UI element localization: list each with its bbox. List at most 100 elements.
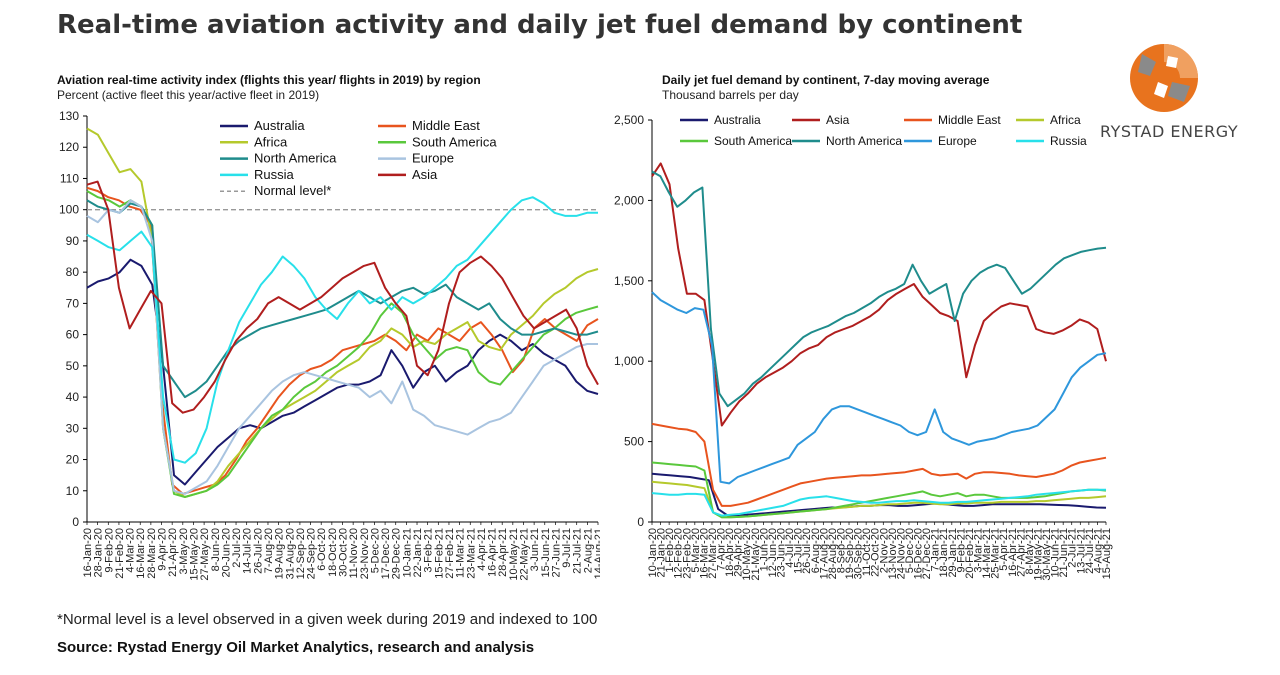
x-tick-label: 27-Apr-21 [1015, 528, 1027, 577]
x-tick-label: 28-Aug-20 [827, 528, 839, 579]
x-tick-label: 21-Jan-20 [656, 528, 668, 578]
x-tick-label: 14-Mar-21 [981, 528, 993, 579]
legend-label-middle-east: Middle East [938, 113, 1001, 127]
logo-text: RYSTAD ENERGY [1100, 122, 1239, 141]
x-tick-label: 15-Aug-21 [1101, 528, 1113, 579]
x-tick-label: 28-Mar-20 [146, 528, 158, 579]
x-tick-label: 12-Jun-20 [767, 528, 779, 578]
x-tick-label: 21-Feb-20 [114, 528, 126, 579]
series-line-middle-east [651, 422, 1107, 507]
x-tick-label: 7-Apr-20 [716, 528, 728, 571]
x-tick-label: 3-Feb-21 [423, 528, 435, 573]
series-line-north-america [86, 199, 599, 399]
x-tick-label: 27-Mar-20 [707, 528, 719, 579]
y-tick-label: 0 [72, 515, 79, 529]
x-tick-label: 23-Mar-21 [465, 528, 477, 579]
left-chart-title: Aviation real-time activity index (fligh… [57, 73, 481, 87]
x-tick-label: 12-Sep-20 [295, 528, 307, 579]
x-tick-label: 22-Jan-21 [412, 528, 424, 578]
x-tick-label: 12-Feb-20 [673, 528, 685, 579]
x-tick-label: 23-Nov-20 [359, 528, 371, 579]
x-tick-label: 15-Jun-21 [540, 528, 552, 578]
legend-label-australia: Australia [254, 118, 305, 133]
y-tick-label: 2,500 [614, 113, 644, 127]
x-tick-label: 27-Jun-21 [550, 528, 562, 578]
x-tick-label: 8-Jun-20 [210, 528, 222, 571]
x-tick-label: 21-Jul-21 [572, 528, 584, 574]
y-tick-label: 70 [66, 296, 80, 310]
series-line-asia [86, 180, 599, 414]
series-line-europe [86, 199, 598, 495]
x-tick-label: 10-May-20 [741, 528, 753, 581]
x-tick-label: 11-Nov-20 [348, 528, 360, 579]
x-tick-label: 27-Dec-20 [921, 528, 933, 579]
legend-label-russia: Russia [1050, 134, 1087, 148]
x-tick-label: 5-Dec-20 [369, 528, 381, 573]
y-tick-label: 80 [66, 265, 80, 279]
series-line-australia [86, 258, 599, 486]
x-tick-label: 28-Apr-21 [497, 528, 509, 577]
x-tick-label: 16-Apr-21 [487, 528, 499, 577]
x-tick-label: 29-Apr-20 [733, 528, 745, 577]
legend-label-africa: Africa [254, 134, 288, 149]
x-tick-label: 5-Apr-21 [998, 528, 1010, 571]
x-tick-label: 9-Apr-20 [157, 528, 169, 571]
x-tick-label: 21-Apr-20 [167, 528, 179, 577]
x-tick-label: 11-Mar-21 [455, 528, 467, 578]
x-tick-label: 19-May-21 [1032, 528, 1044, 581]
x-tick-label: 27-May-20 [199, 528, 211, 581]
series-line-russia [651, 488, 1106, 517]
x-tick-label: 14-Aug-21 [593, 528, 600, 579]
x-tick-label: 3-May-20 [178, 528, 190, 574]
x-tick-label: 10-Jan-20 [647, 528, 659, 578]
x-tick-label: 4-Mar-20 [125, 528, 137, 573]
x-tick-label: 16-Mar-20 [698, 528, 710, 579]
x-tick-label: 7-Jan-21 [930, 528, 942, 571]
series-line-middle-east [86, 186, 599, 495]
left-chart-subtitle: Percent (active fleet this year/active f… [57, 88, 320, 102]
x-tick-label: 27-Feb-21 [444, 528, 456, 579]
y-tick-label: 0 [637, 515, 644, 529]
x-tick-label: 2-Aug-21 [582, 528, 594, 573]
x-tick-label: 30-May-21 [1041, 528, 1053, 581]
x-tick-label: 19-Sep-20 [844, 528, 856, 579]
x-tick-label: 3-Mar-21 [973, 528, 985, 573]
x-tick-label: 24-Jul-21 [1084, 528, 1096, 574]
series-line-north-america [651, 170, 1107, 408]
x-tick-label: 20-Feb-21 [964, 528, 976, 579]
x-tick-label: 5-Mar-20 [690, 528, 702, 573]
x-tick-label: 29-Jan-21 [947, 528, 959, 578]
y-tick-label: 100 [59, 203, 79, 217]
y-tick-label: 60 [66, 328, 80, 342]
legend-label-middle-east: Middle East [412, 118, 480, 133]
x-tick-label: 22-Oct-20 [870, 528, 882, 577]
x-tick-label: 22-May-21 [518, 528, 530, 581]
x-tick-label: 1-Jun-20 [758, 528, 770, 571]
x-tick-label: 6-Aug-20 [810, 528, 822, 573]
x-tick-label: 9-Jul-21 [561, 528, 573, 568]
legend-label-south-america: South America [714, 134, 792, 148]
x-tick-label: 10-Jan-21 [401, 528, 413, 578]
x-tick-label: 29-Dec-20 [391, 528, 403, 579]
x-tick-label: 5-Dec-20 [904, 528, 916, 573]
x-tick-label: 19-Aug-20 [274, 528, 286, 579]
x-tick-label: 23-Feb-20 [681, 528, 693, 579]
y-tick-label: 120 [59, 140, 79, 154]
x-tick-label: 18-Jan-21 [938, 528, 950, 578]
x-tick-label: 26-Jul-20 [252, 528, 264, 574]
x-tick-label: 8-Sep-20 [835, 528, 847, 573]
x-tick-label: 3-Jun-21 [529, 528, 541, 571]
x-tick-label: 24-Sep-20 [306, 528, 318, 579]
x-tick-label: 11-Oct-20 [861, 528, 873, 576]
x-tick-label: 7-Aug-20 [263, 528, 275, 573]
x-tick-label: 10-May-21 [508, 528, 520, 581]
x-tick-label: 15-Feb-21 [433, 528, 445, 579]
y-tick-label: 2,000 [614, 193, 644, 207]
right-chart: 0 500 1,000 1,500 2,000 2,500 10-Jan-2021-Jan-… [614, 113, 1113, 581]
series-line-europe [651, 291, 1107, 485]
rystad-logo-icon [1130, 44, 1198, 112]
y-tick-label: 90 [66, 234, 80, 248]
x-tick-label: 15-Jul-20 [793, 528, 805, 574]
x-tick-label: 18-Apr-20 [724, 528, 736, 577]
series-line-south-america [86, 190, 599, 498]
